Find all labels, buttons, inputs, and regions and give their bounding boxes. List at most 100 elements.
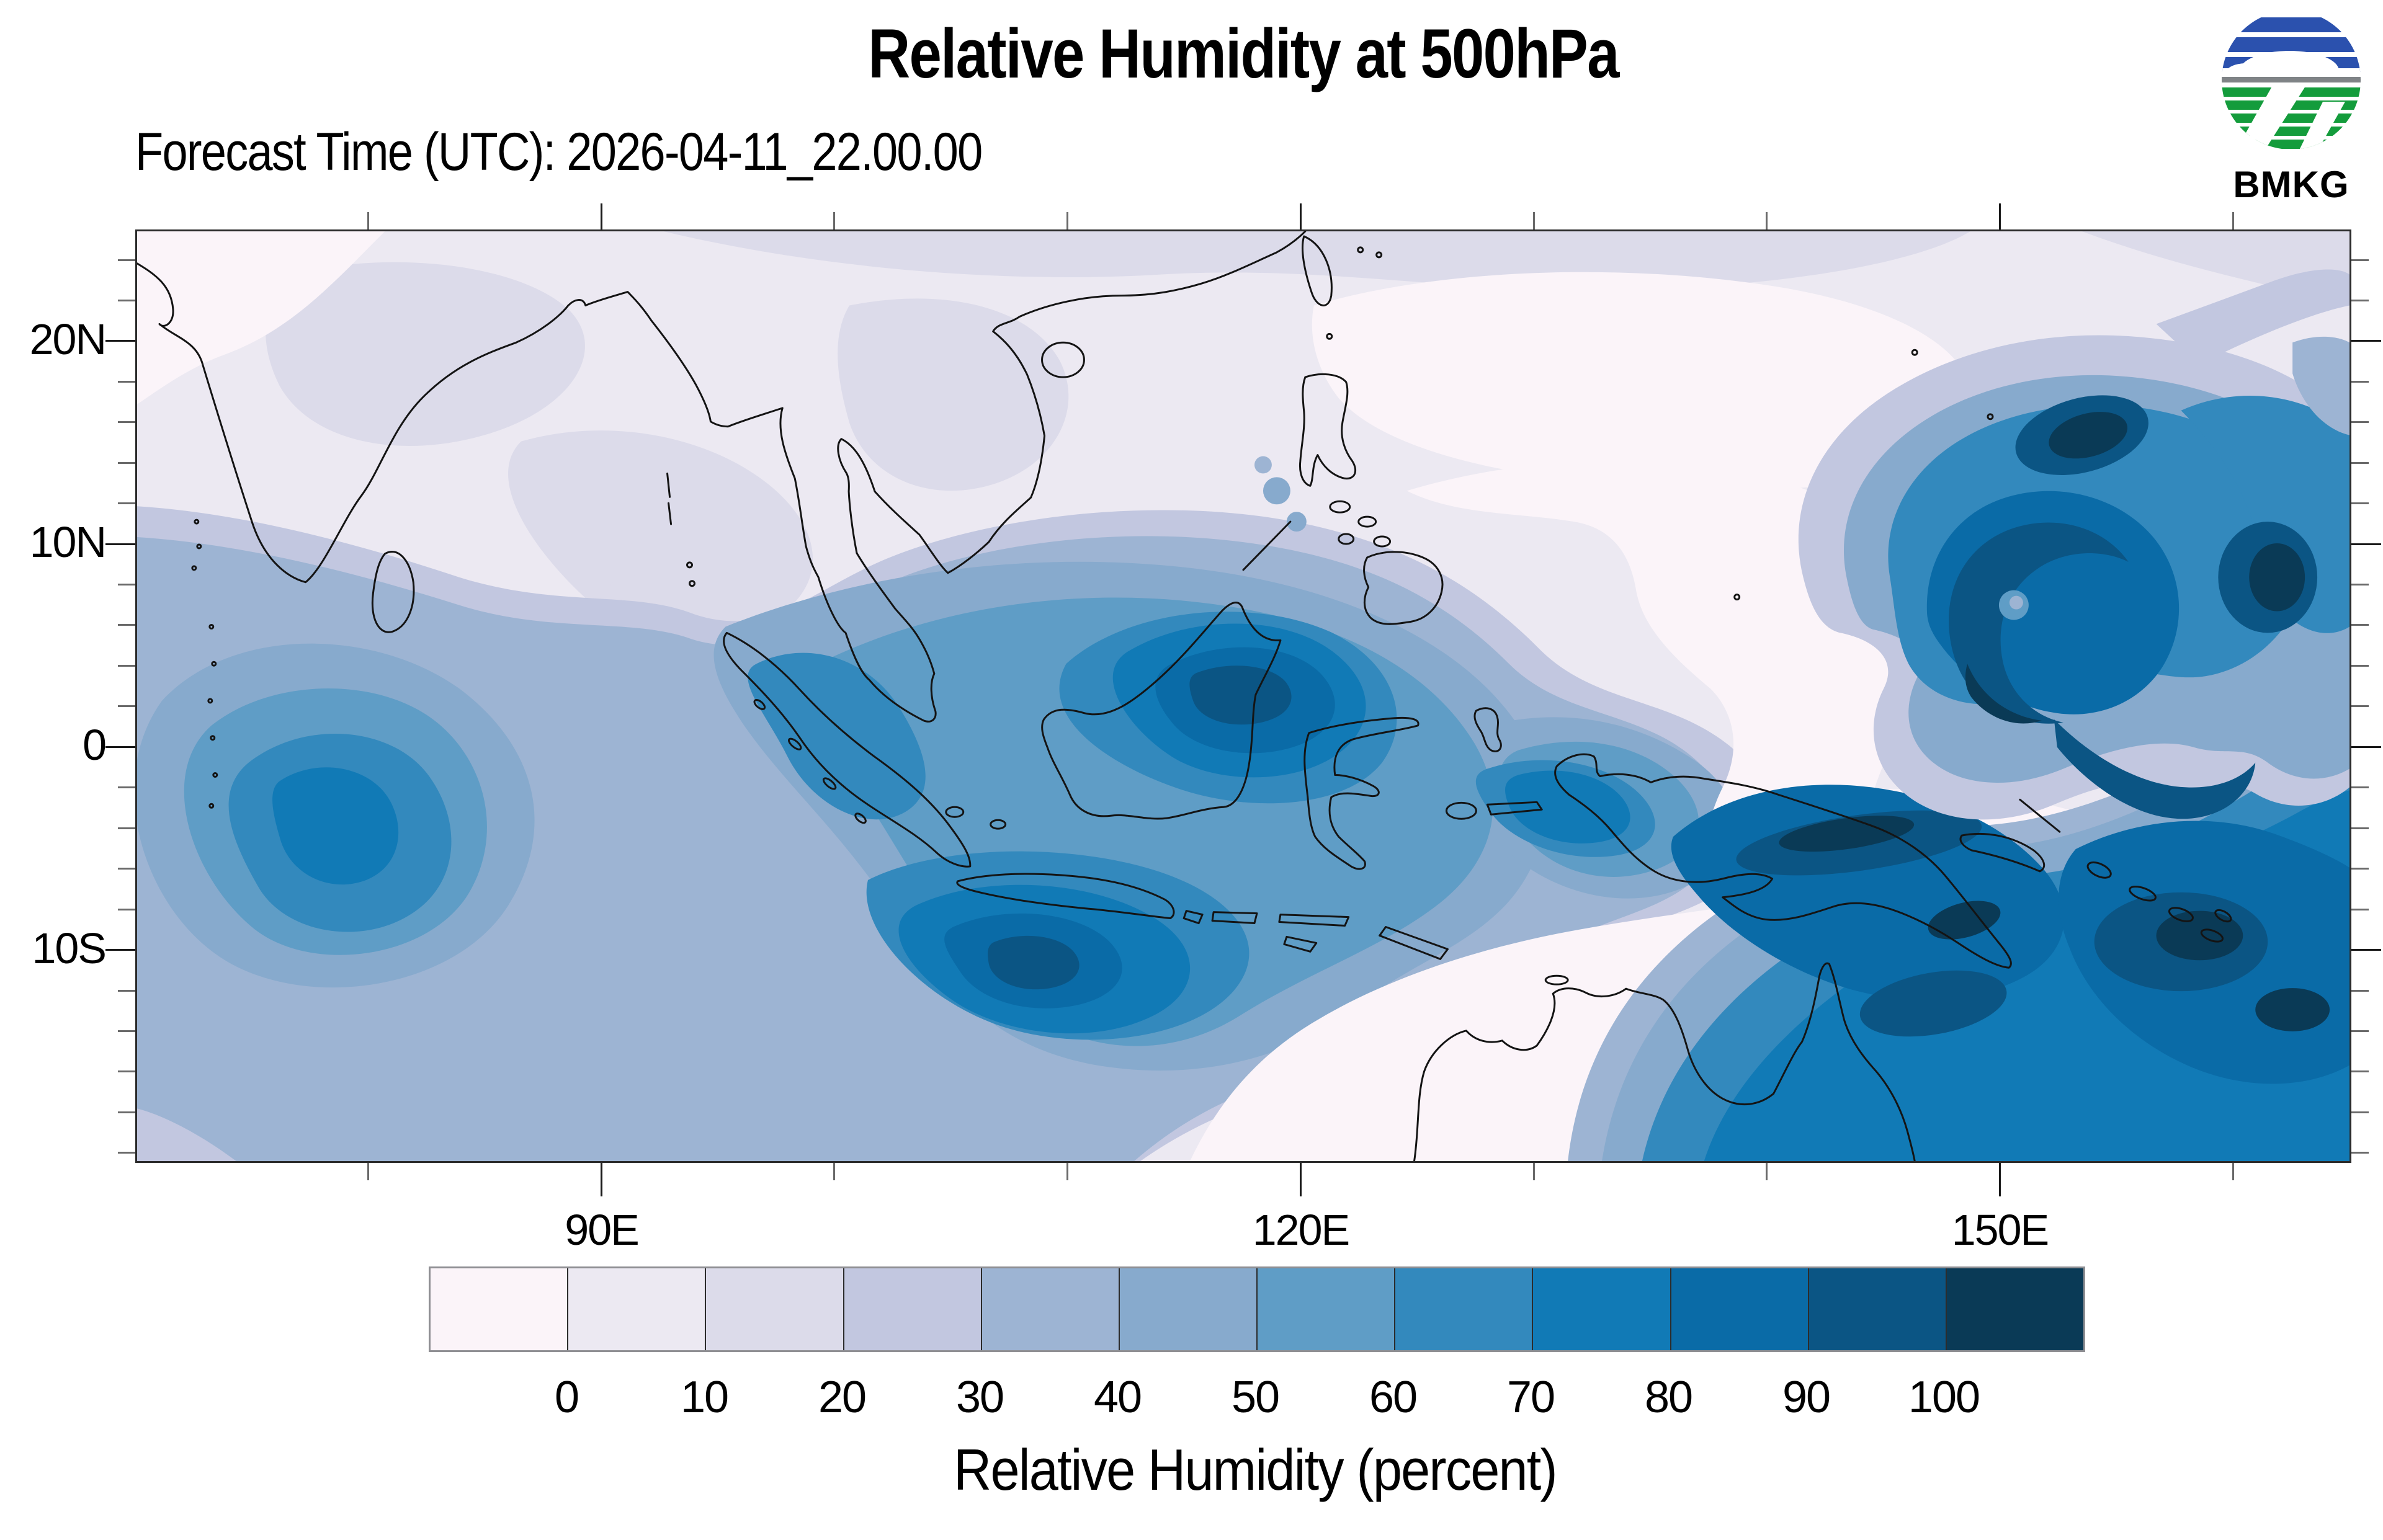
lon-tick-label: 150E bbox=[1951, 1206, 2049, 1254]
colorbar-value-label: 60 bbox=[1369, 1373, 1418, 1422]
lon-tick-label: 120E bbox=[1252, 1206, 1350, 1254]
minor-tick bbox=[2351, 300, 2369, 302]
major-tick bbox=[105, 746, 135, 748]
minor-tick bbox=[2351, 989, 2369, 992]
minor-tick bbox=[118, 908, 135, 910]
lat-tick-label: 0 bbox=[83, 721, 107, 770]
major-tick bbox=[1300, 203, 1302, 229]
major-tick bbox=[1998, 1163, 2001, 1196]
colorbar-cell bbox=[844, 1268, 982, 1350]
minor-tick bbox=[2351, 421, 2369, 424]
minor-tick bbox=[2351, 908, 2369, 910]
minor-tick bbox=[118, 502, 135, 505]
minor-tick bbox=[1532, 1163, 1535, 1180]
minor-tick bbox=[118, 1030, 135, 1032]
minor-tick bbox=[1066, 1163, 1069, 1180]
colorbar-cell bbox=[1946, 1268, 2084, 1350]
minor-tick bbox=[118, 300, 135, 302]
minor-tick bbox=[118, 584, 135, 586]
minor-tick bbox=[367, 212, 370, 229]
colorbar-value-label: 90 bbox=[1782, 1373, 1831, 1422]
colorbar-value-label: 80 bbox=[1644, 1373, 1693, 1422]
minor-tick bbox=[2351, 380, 2369, 383]
colorbar-cell bbox=[981, 1268, 1120, 1350]
major-tick bbox=[1998, 203, 2001, 229]
major-tick bbox=[2351, 340, 2381, 342]
minor-tick bbox=[118, 461, 135, 464]
minor-tick bbox=[1766, 212, 1768, 229]
colorbar-cell bbox=[1119, 1268, 1258, 1350]
colorbar-cell bbox=[568, 1268, 707, 1350]
lat-tick-label: 20N bbox=[29, 314, 107, 363]
minor-tick bbox=[118, 664, 135, 667]
colorbar-value-label: 40 bbox=[1093, 1373, 1142, 1422]
major-tick bbox=[105, 949, 135, 951]
minor-tick bbox=[118, 421, 135, 424]
major-tick bbox=[105, 340, 135, 342]
minor-tick bbox=[2232, 212, 2234, 229]
minor-tick bbox=[2351, 827, 2369, 829]
minor-tick bbox=[118, 380, 135, 383]
contour-corner-streak bbox=[2156, 269, 2349, 435]
colorbar-cell bbox=[1258, 1268, 1396, 1350]
minor-tick bbox=[2351, 1152, 2369, 1154]
minor-tick bbox=[2351, 259, 2369, 261]
minor-tick bbox=[2351, 624, 2369, 626]
minor-tick bbox=[833, 212, 836, 229]
colorbar-value-label: 70 bbox=[1506, 1373, 1555, 1422]
contour-cyclone-swirl bbox=[1798, 335, 2349, 820]
minor-tick bbox=[2351, 664, 2369, 667]
major-tick bbox=[1300, 1163, 1302, 1196]
forecast-time-label: Forecast Time (UTC): 2026-04-11_22.00.00 bbox=[135, 122, 983, 182]
minor-tick bbox=[118, 868, 135, 870]
minor-tick bbox=[1766, 1163, 1768, 1180]
minor-tick bbox=[118, 786, 135, 789]
minor-tick bbox=[2351, 584, 2369, 586]
minor-tick bbox=[367, 1163, 370, 1180]
minor-tick bbox=[2351, 786, 2369, 789]
minor-tick bbox=[1066, 212, 1069, 229]
bmkg-logo: BMKG bbox=[2214, 9, 2369, 206]
major-tick bbox=[2351, 746, 2381, 748]
map-plot-area bbox=[135, 229, 2351, 1163]
colorbar bbox=[429, 1266, 2085, 1352]
lat-tick-label: 10N bbox=[29, 517, 107, 566]
minor-tick bbox=[118, 827, 135, 829]
major-tick bbox=[105, 543, 135, 545]
minor-tick bbox=[118, 1070, 135, 1073]
colorbar-cell bbox=[1395, 1268, 1534, 1350]
minor-tick bbox=[2351, 705, 2369, 708]
lat-tick-label: 10S bbox=[32, 924, 107, 973]
colorbar-value-label: 10 bbox=[680, 1373, 729, 1422]
lon-tick-label: 90E bbox=[565, 1206, 640, 1254]
minor-tick bbox=[2351, 1111, 2369, 1113]
minor-tick bbox=[118, 705, 135, 708]
colorbar-value-label: 30 bbox=[955, 1373, 1004, 1422]
colorbar-cell bbox=[706, 1268, 844, 1350]
major-tick bbox=[2351, 949, 2381, 951]
minor-tick bbox=[2351, 868, 2369, 870]
minor-tick bbox=[118, 624, 135, 626]
coastlines bbox=[137, 231, 2232, 1161]
page-title: Relative Humidity at 500hPa bbox=[868, 15, 1619, 92]
humidity-field-map bbox=[137, 231, 2349, 1161]
minor-tick bbox=[2351, 1030, 2369, 1032]
colorbar-value-label: 0 bbox=[554, 1373, 579, 1422]
major-tick bbox=[601, 203, 603, 229]
colorbar-value-label: 100 bbox=[1908, 1373, 1980, 1422]
minor-tick bbox=[2351, 502, 2369, 505]
minor-tick bbox=[118, 259, 135, 261]
minor-tick bbox=[118, 1152, 135, 1154]
bmkg-logo-text: BMKG bbox=[2233, 164, 2349, 205]
minor-tick bbox=[2232, 1163, 2234, 1180]
minor-tick bbox=[833, 1163, 836, 1180]
bmkg-logo-icon bbox=[2222, 11, 2361, 149]
colorbar-cell bbox=[1533, 1268, 1671, 1350]
minor-tick bbox=[118, 989, 135, 992]
major-tick bbox=[2351, 543, 2381, 545]
colorbar-cell bbox=[431, 1268, 569, 1350]
minor-tick bbox=[2351, 461, 2369, 464]
minor-tick bbox=[2351, 1070, 2369, 1073]
minor-tick bbox=[118, 1111, 135, 1113]
colorbar-cell bbox=[1808, 1268, 1947, 1350]
